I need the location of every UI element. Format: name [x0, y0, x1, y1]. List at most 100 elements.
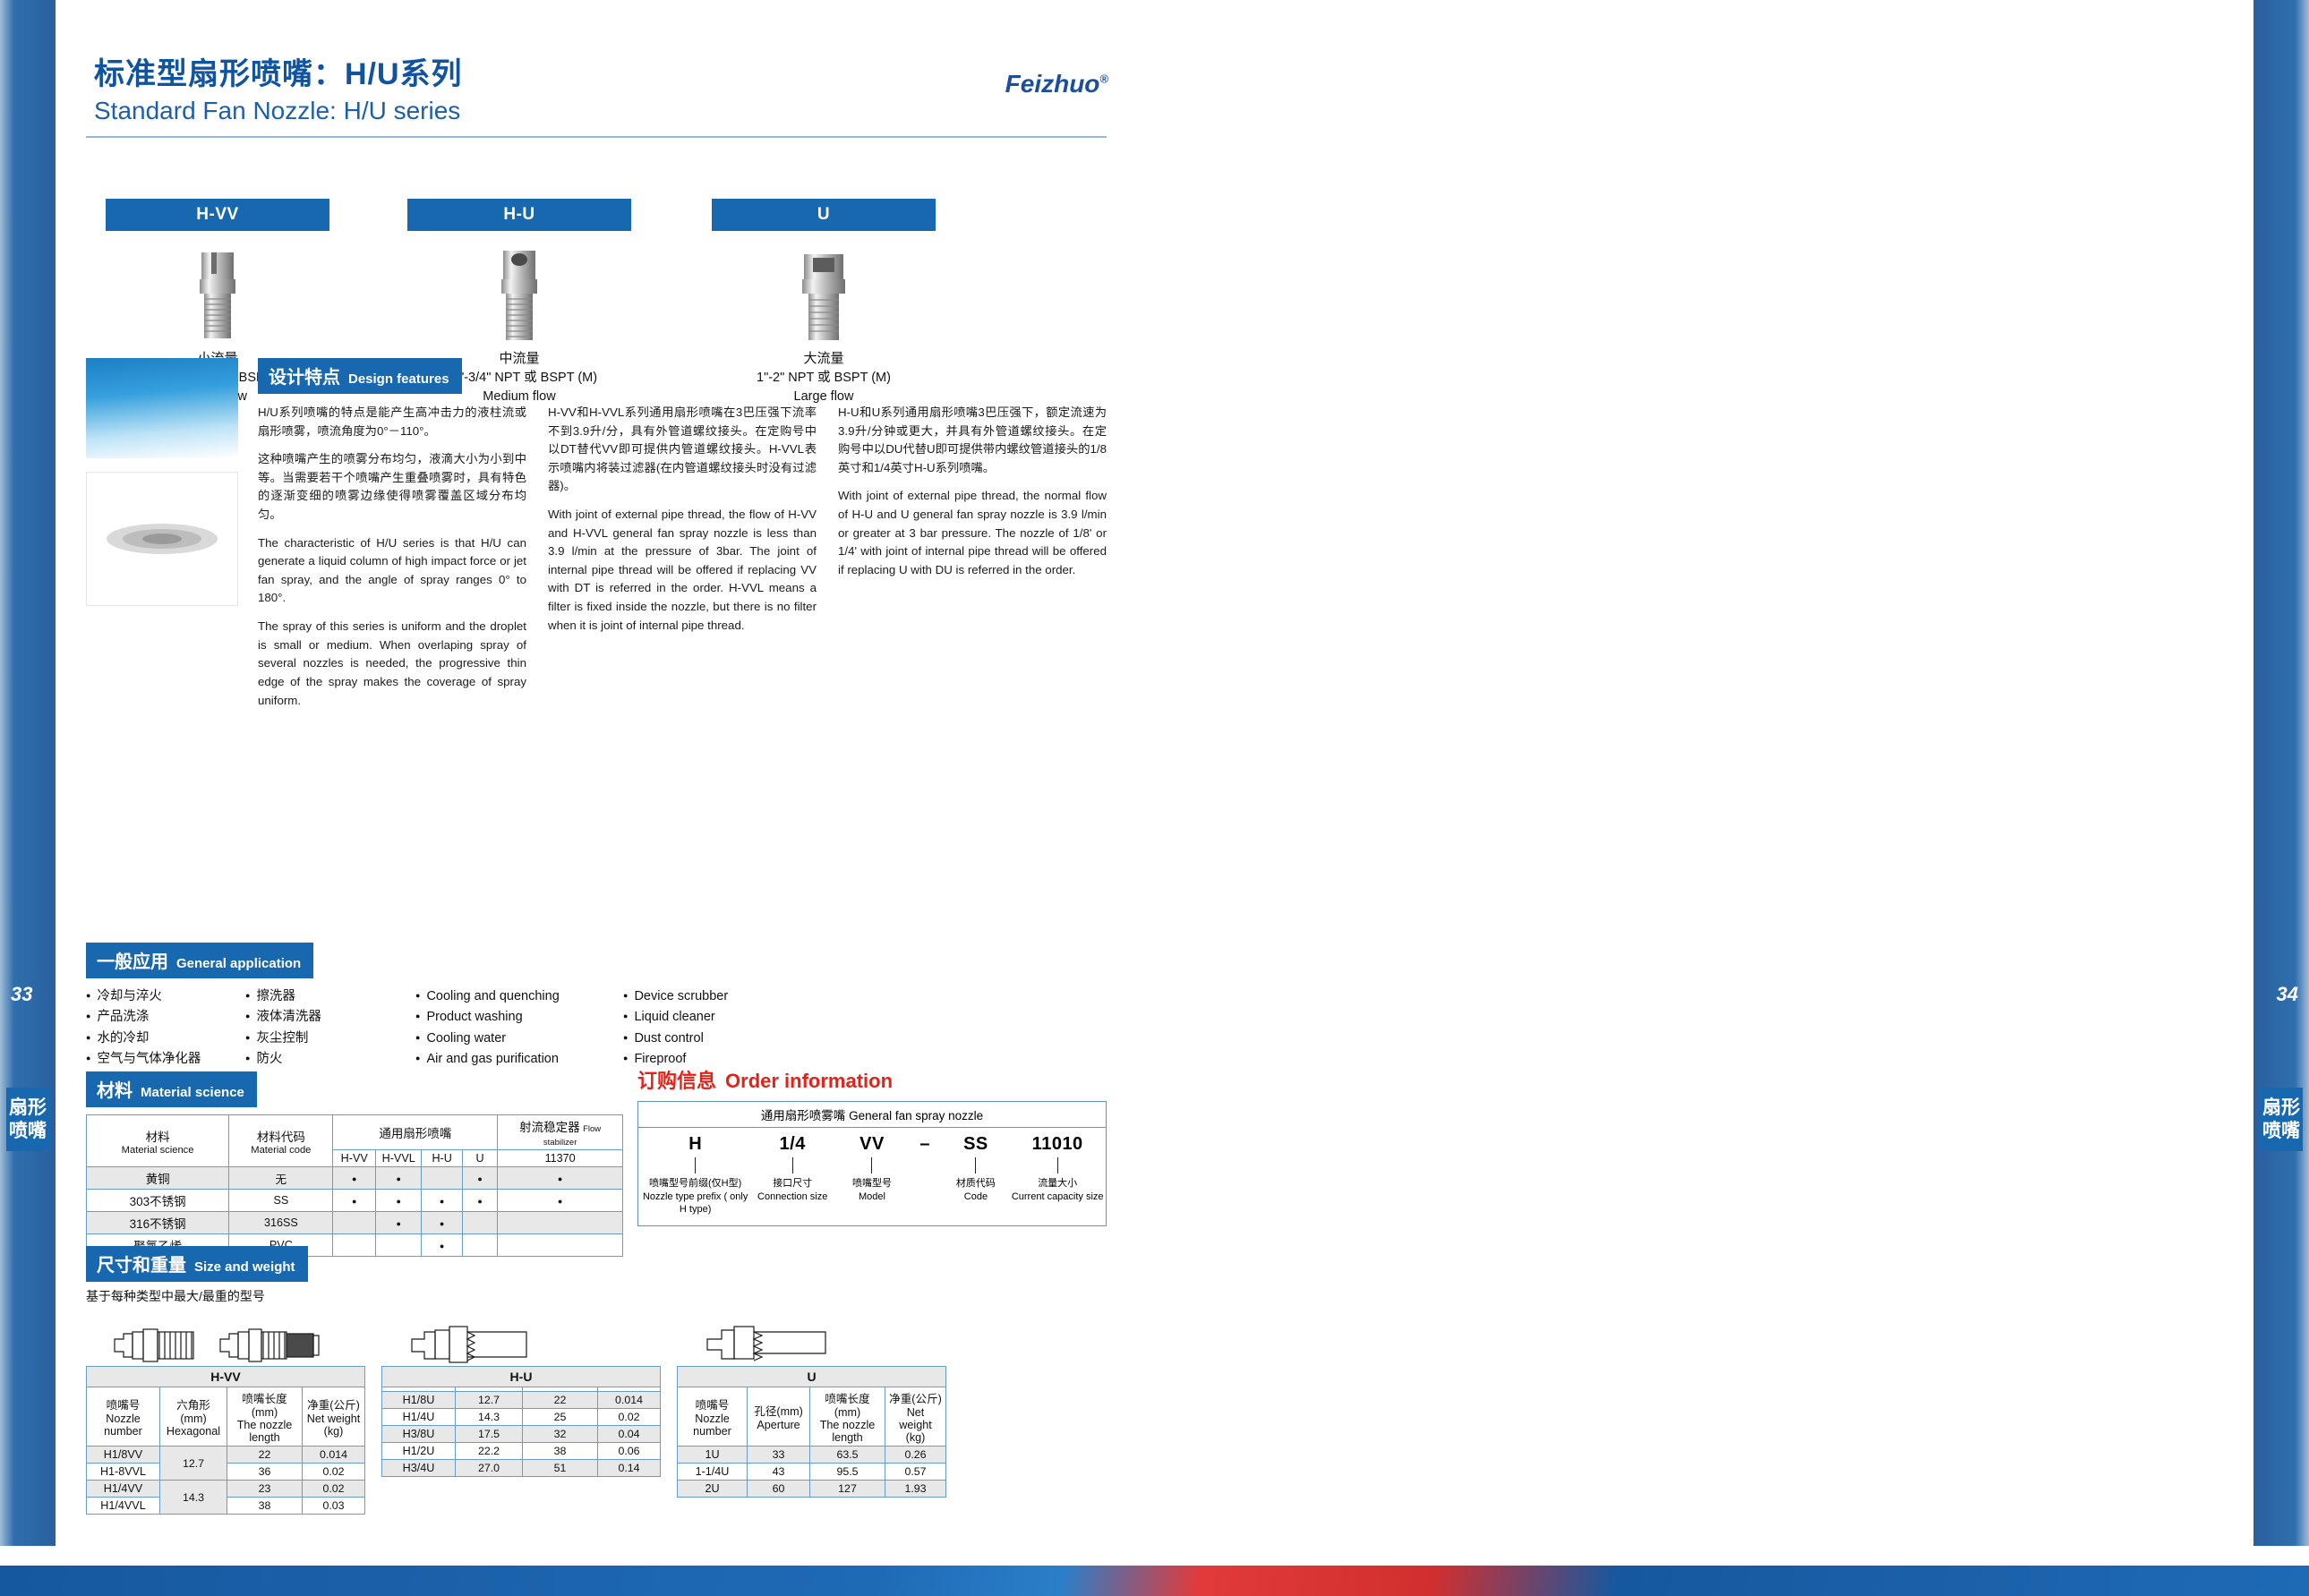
- mark-hu: [421, 1189, 463, 1212]
- general-application-section: 一般应用 General application 冷却与淬火 产品洗涤 水的冷却…: [86, 943, 1107, 1071]
- product-spec-u: 1"-2" NPT 或 BSPT (M): [757, 370, 891, 385]
- cell-nozzle: H1/4VVL: [86, 1497, 160, 1515]
- order-cell-dash: –: [910, 1134, 941, 1216]
- page-number-left: 33: [11, 983, 33, 1005]
- mark-hvv: [332, 1233, 376, 1257]
- product-tag-hvv: H-VV: [106, 199, 329, 231]
- df-c2-p1: H-VV和H-VVL系列通用扇形喷嘴在3巴压强下流率不到3.9升/分，具有外管道…: [548, 405, 817, 493]
- df-c3-p1: H-U和U系列通用扇形喷嘴3巴压强下，额定流速为3.9升/分钟或更大，并具有外管…: [838, 405, 1107, 474]
- table-title-hvv: H-VV: [86, 1366, 365, 1387]
- code-col-head-en: Material code: [251, 1144, 312, 1156]
- cell-nozzle: H1/4U: [381, 1408, 456, 1426]
- cell-length: 38: [227, 1497, 303, 1515]
- left-page-edge-decoration: [0, 0, 56, 1596]
- mark-stab: [497, 1211, 623, 1234]
- cell-length: 127: [809, 1480, 885, 1498]
- col-head-length-en: The nozzle length: [236, 1419, 293, 1444]
- material-code: SS: [228, 1189, 334, 1212]
- material-name: 303不锈钢: [85, 1189, 230, 1212]
- list-item: Air and gas purification: [415, 1049, 623, 1070]
- cell-weight: 0.26: [885, 1446, 946, 1464]
- cell-weight: 0.06: [597, 1442, 661, 1460]
- cell-weight: 0.03: [302, 1497, 365, 1515]
- product-tag-hu: H-U: [407, 199, 631, 231]
- drawing-hvv: [86, 1310, 365, 1366]
- order-title-cn: 订购信息: [637, 1070, 717, 1092]
- order-stem: [871, 1157, 873, 1174]
- product-caption-u: 大流量 1"-2" NPT 或 BSPT (M) Large flow: [712, 349, 936, 406]
- drawing-hu: [381, 1310, 661, 1366]
- col-head-hex: 六角形(mm) Hexagonal: [159, 1387, 227, 1447]
- order-cell-capacity: 11010 流量大小 Current capacity size: [1011, 1134, 1104, 1216]
- cell-hex: 12.7: [159, 1446, 227, 1481]
- col-hvvl: H-VVL: [374, 1149, 423, 1167]
- size-weight-block-hvv: H-VV 喷嘴号 Nozzle number 六角形(mm) Hexagonal 喷…: [86, 1310, 365, 1515]
- order-information-section: 订购信息 Order information 通用扇形喷雾嘴 General fa…: [637, 1065, 1107, 1226]
- col-head-length: 喷嘴长度(mm) The nozzle length: [227, 1387, 303, 1447]
- spray-pattern-icon: [107, 524, 218, 554]
- page-right: 性能数据 Performance data 喷雾角度(3巴时)spray ang…: [1155, 0, 2309, 1596]
- design-features-col-3: H-U和U系列通用扇形喷嘴3巴压强下，额定流速为3.9升/分钟或更大，并具有外管…: [838, 404, 1107, 720]
- drawing-u: [677, 1310, 946, 1366]
- order-title-en: Order information: [725, 1070, 894, 1092]
- col-head-weight-en: Net weight (kg): [899, 1406, 932, 1444]
- mark-hvv: [332, 1166, 376, 1190]
- order-stem: [791, 1157, 793, 1174]
- mark-u: [461, 1189, 499, 1212]
- design-features-bar: 设计特点 Design features: [258, 358, 462, 394]
- order-label-capacity-cn: 流量大小: [1038, 1178, 1078, 1189]
- col-head-hex-cn: 六角形(mm): [176, 1399, 210, 1425]
- mark-stab: [497, 1189, 623, 1212]
- ga-column-4: Device scrubber Liquid cleaner Dust cont…: [623, 986, 802, 1071]
- order-label-code-cn: 材质代码: [955, 1178, 996, 1189]
- table-row: 303不锈钢 SS: [85, 1189, 623, 1212]
- material-name: 黄铜: [85, 1166, 230, 1190]
- design-features-columns: H/U系列喷嘴的特点是能产生高冲击力的液柱流或扇形喷雾，喷流角度为0°－110°…: [258, 404, 1107, 720]
- order-code-dash: –: [919, 1134, 930, 1154]
- cell-hex: 27.0: [455, 1459, 523, 1477]
- list-item: 水的冷却: [86, 1028, 245, 1049]
- order-cell-prefix: H 喷嘴型号前缀(仅H型) Nozzle type prefix ( only …: [640, 1134, 750, 1216]
- col-head-weight-cn: 净重(公斤): [307, 1399, 360, 1412]
- col-head-length-en: The nozzle length: [819, 1419, 876, 1444]
- page-left: 标准型扇形喷嘴：H/U系列 Standard Fan Nozzle: H/U s…: [0, 0, 1155, 1596]
- table-row: H1/4VV 14.3 23 0.02: [86, 1480, 365, 1515]
- order-label-size-cn: 接口尺寸: [773, 1178, 813, 1189]
- order-code-size: 1/4: [779, 1134, 806, 1154]
- ga-column-1: 冷却与淬火 产品洗涤 水的冷却 空气与气体净化器: [86, 986, 245, 1071]
- brand-name: Feizhuo: [1005, 70, 1100, 98]
- cell-weight: 0.014: [597, 1391, 661, 1409]
- material-bar-cn: 材料: [97, 1081, 133, 1101]
- cell-length: 22: [227, 1446, 303, 1464]
- col-hu: H-U: [421, 1149, 463, 1167]
- cell-length: 36: [227, 1463, 303, 1481]
- list-item: 灰尘控制: [245, 1028, 415, 1049]
- cell-aperture: 33: [747, 1446, 810, 1464]
- nozzle-image-hvv: [106, 243, 329, 342]
- order-label-model-en: Model: [859, 1191, 885, 1202]
- design-features-col-1: H/U系列喷嘴的特点是能产生高冲击力的液柱流或扇形喷雾，喷流角度为0°－110°…: [258, 404, 526, 720]
- size-weight-tables: H-VV 喷嘴号 Nozzle number 六角形(mm) Hexagonal 喷…: [86, 1310, 1107, 1515]
- table-title-row: H-U: [381, 1366, 661, 1387]
- col-head-nozzle-en: Nozzle number: [693, 1413, 731, 1438]
- product-card-hu: H-U 中流量 1/8"-3/4" NPT 或 BSP: [407, 199, 631, 406]
- col-hvv: H-VV: [332, 1149, 376, 1167]
- order-code-box: 通用扇形喷雾嘴 General fan spray nozzle H 喷嘴型号前…: [637, 1101, 1107, 1226]
- material-name: 316不锈钢: [85, 1211, 230, 1234]
- size-weight-table-u: U 喷嘴号 Nozzle number 孔径(mm) Aperture 喷嘴长度(m…: [677, 1366, 946, 1498]
- brand-logo: Feizhuo®: [1005, 70, 1108, 98]
- material-col-head-cn: 材料: [145, 1130, 170, 1144]
- nozzle-image-u: [712, 243, 936, 342]
- table-row: H1/4VVL 38 0.03: [86, 1497, 365, 1515]
- cell-weight: 0.02: [302, 1480, 365, 1498]
- mark-hvvl: [374, 1211, 423, 1234]
- cell-weight: 1.93: [885, 1480, 946, 1498]
- cell-length: 23: [227, 1480, 303, 1498]
- material-col-head: 材料 Material science: [85, 1114, 230, 1167]
- nozzle-icon-hu: [501, 251, 537, 340]
- design-features-body: 设计特点 Design features H/U系列喷嘴的特点是能产生高冲击力的…: [258, 358, 1107, 720]
- list-item: Product washing: [415, 1007, 623, 1028]
- table-title-hu: H-U: [381, 1366, 661, 1387]
- order-stem: [1056, 1157, 1058, 1174]
- product-flow-cn-u: 大流量: [803, 351, 844, 366]
